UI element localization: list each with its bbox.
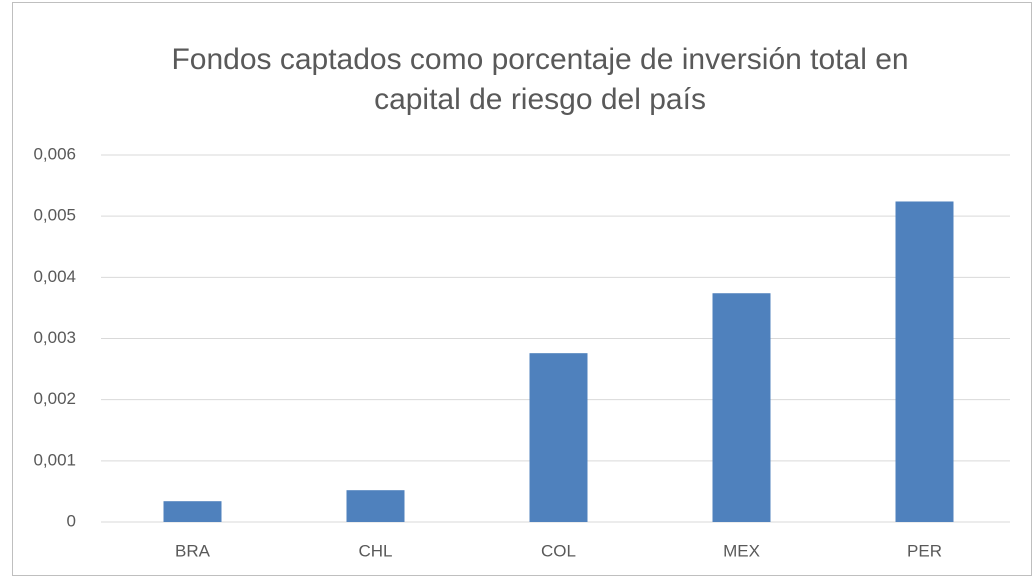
x-tick-label: PER: [907, 541, 942, 560]
bar: [529, 353, 588, 522]
x-tick-label: BRA: [175, 541, 211, 560]
bar: [895, 201, 954, 522]
x-tick-label: MEX: [723, 541, 760, 560]
y-tick-label: 0,002: [33, 389, 76, 408]
y-tick-label: 0,001: [33, 450, 76, 469]
chart-title: Fondos captados como porcentaje de inver…: [171, 43, 909, 116]
y-tick-label: 0: [67, 511, 76, 530]
y-tick-label: 0,003: [33, 328, 76, 347]
y-tick-label: 0,006: [33, 144, 76, 163]
bar: [712, 293, 771, 522]
y-tick-label: 0,005: [33, 206, 76, 225]
x-tick-label: CHL: [358, 541, 392, 560]
bar: [163, 501, 222, 522]
chart-frame: [12, 2, 1032, 576]
y-tick-label: 0,004: [33, 267, 76, 286]
x-tick-label: COL: [541, 541, 576, 560]
bar: [346, 490, 405, 522]
